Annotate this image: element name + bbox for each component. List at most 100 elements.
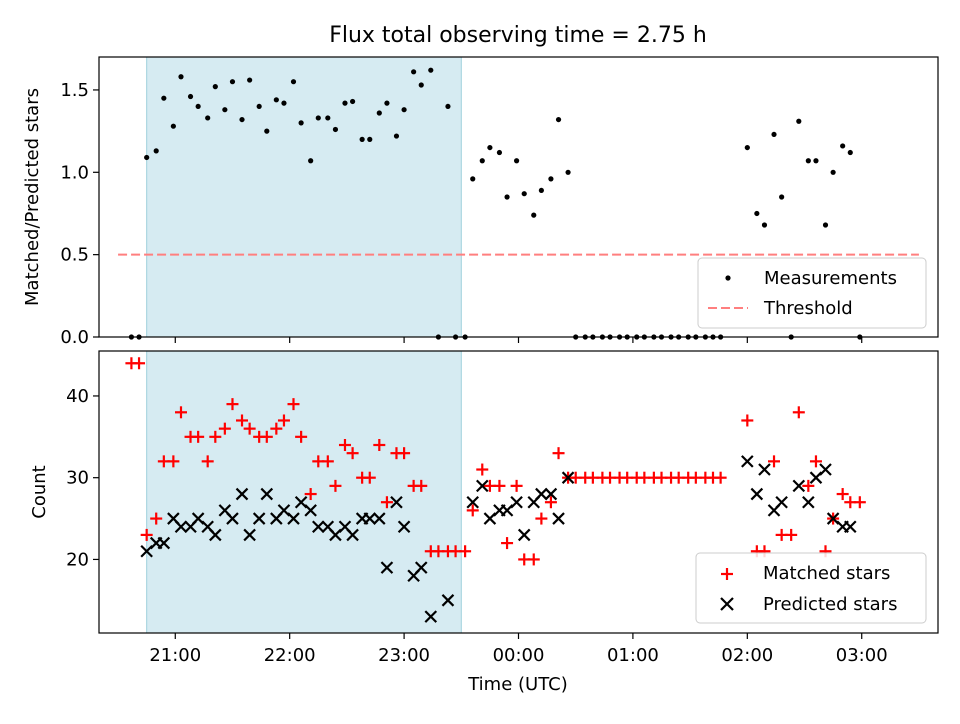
bottom-legend-predicted-label: Predicted stars bbox=[763, 594, 897, 615]
measurement-point bbox=[239, 116, 245, 123]
matched-stars-point bbox=[277, 414, 290, 427]
bottom-legend-predicted-marker bbox=[720, 597, 734, 611]
top-ytick-label: 0.5 bbox=[60, 245, 89, 266]
measurement-point bbox=[170, 123, 176, 129]
measurement-point bbox=[359, 136, 365, 142]
bottom-plot-frame bbox=[98, 350, 939, 634]
measurement-point bbox=[367, 136, 373, 142]
matched-stars-point bbox=[150, 512, 163, 525]
measurement-point bbox=[479, 158, 485, 164]
measurement-point bbox=[256, 103, 262, 110]
predicted-stars-point bbox=[260, 487, 274, 501]
matched-stars-point bbox=[527, 553, 540, 566]
matched-stars-point bbox=[304, 488, 317, 501]
matched-stars-point bbox=[398, 447, 411, 460]
matched-stars-point bbox=[338, 439, 351, 451]
matched-stars-point bbox=[380, 496, 393, 509]
measurement-point bbox=[538, 187, 544, 194]
predicted-stars-point bbox=[802, 495, 815, 509]
predicted-stars-point bbox=[226, 512, 239, 525]
measurement-point bbox=[496, 149, 503, 156]
matched-stars-point bbox=[785, 528, 798, 541]
predicted-stars-point bbox=[844, 520, 857, 534]
predicted-stars-point bbox=[741, 455, 754, 468]
measurement-point bbox=[771, 131, 777, 138]
measurement-point bbox=[264, 128, 270, 134]
measurement-point bbox=[298, 120, 304, 126]
bottom-xtick-label: 01:00 bbox=[607, 645, 659, 666]
bottom-xtick-label: 22:00 bbox=[264, 645, 316, 666]
matched-stars-point bbox=[768, 455, 781, 468]
matched-stars-point bbox=[192, 430, 205, 443]
measurement-point bbox=[531, 212, 537, 218]
measurement-point bbox=[315, 115, 321, 121]
measurement-point bbox=[445, 103, 451, 110]
top-legend-threshold-label: Threshold bbox=[763, 298, 853, 319]
predicted-stars-point bbox=[510, 495, 523, 509]
predicted-stars-point bbox=[750, 487, 764, 501]
measurement-point bbox=[161, 95, 167, 101]
measurement-point bbox=[847, 149, 853, 156]
measurement-point bbox=[411, 69, 417, 75]
bottom-xtick-label: 03:00 bbox=[836, 645, 888, 666]
matched-stars-point bbox=[415, 479, 428, 492]
bottom-observing-interval-shade bbox=[146, 350, 462, 634]
predicted-stars-point bbox=[775, 495, 788, 509]
measurement-point bbox=[813, 158, 819, 164]
matched-stars-point bbox=[373, 439, 386, 451]
bottom-legend-box bbox=[695, 552, 927, 624]
measurement-point bbox=[308, 158, 314, 164]
matched-stars-point bbox=[535, 512, 548, 525]
bottom-xtick-label: 00:00 bbox=[493, 645, 545, 666]
measurement-point bbox=[144, 154, 150, 161]
matched-stars-point bbox=[466, 504, 479, 517]
matched-stars-point bbox=[552, 447, 565, 460]
measurement-point bbox=[393, 133, 400, 139]
matched-stars-point bbox=[346, 447, 359, 460]
measurement-point bbox=[418, 82, 424, 88]
predicted-stars-point bbox=[441, 594, 455, 607]
measurement-point bbox=[281, 100, 287, 106]
measurement-point bbox=[153, 148, 159, 154]
matched-stars-point bbox=[363, 471, 376, 484]
measurement-point bbox=[247, 77, 253, 83]
measurement-point bbox=[521, 191, 527, 197]
figure-title: Flux total observing time = 2.75 h bbox=[329, 23, 707, 48]
matched-stars-point bbox=[802, 479, 815, 492]
predicted-stars-point bbox=[373, 512, 386, 525]
bottom-ytick-label: 20 bbox=[66, 549, 89, 570]
measurement-point bbox=[332, 126, 339, 133]
matched-stars-point bbox=[544, 496, 557, 509]
measurement-point bbox=[187, 93, 194, 100]
predicted-stars-point bbox=[544, 487, 558, 501]
measurement-point bbox=[195, 103, 201, 110]
bottom-xtick-label: 02:00 bbox=[721, 645, 773, 666]
top-y-axis: 0.0 0.5 1.0 1.5 bbox=[60, 80, 99, 348]
measurement-point bbox=[342, 100, 348, 106]
matched-stars-point bbox=[140, 528, 153, 541]
measurement-point bbox=[205, 115, 211, 121]
bottom-y-axis-label: Count bbox=[29, 465, 50, 518]
matched-stars-point bbox=[792, 406, 805, 419]
measurement-point bbox=[830, 169, 836, 175]
measurement-point bbox=[754, 210, 760, 217]
measurement-point bbox=[178, 74, 184, 80]
matched-stars-point bbox=[741, 414, 754, 427]
measurement-point bbox=[401, 107, 407, 113]
top-legend-measurements-marker bbox=[725, 275, 731, 281]
matched-stars-point bbox=[459, 545, 472, 558]
predicted-stars-point bbox=[390, 495, 403, 509]
predicted-stars-point bbox=[363, 512, 377, 525]
top-legend-box bbox=[697, 257, 927, 329]
predicted-stars-point bbox=[758, 463, 771, 476]
predicted-stars-point bbox=[414, 561, 428, 574]
predicted-stars-point bbox=[561, 471, 575, 484]
measurement-point bbox=[555, 116, 562, 123]
predicted-stars-point bbox=[157, 536, 171, 550]
measurement-point bbox=[840, 143, 846, 149]
measurement-point bbox=[796, 118, 802, 124]
predicted-stars-point bbox=[517, 528, 531, 542]
predicted-stars-point bbox=[424, 610, 438, 623]
measurement-point bbox=[565, 169, 571, 175]
matched-stars-point bbox=[321, 455, 334, 468]
